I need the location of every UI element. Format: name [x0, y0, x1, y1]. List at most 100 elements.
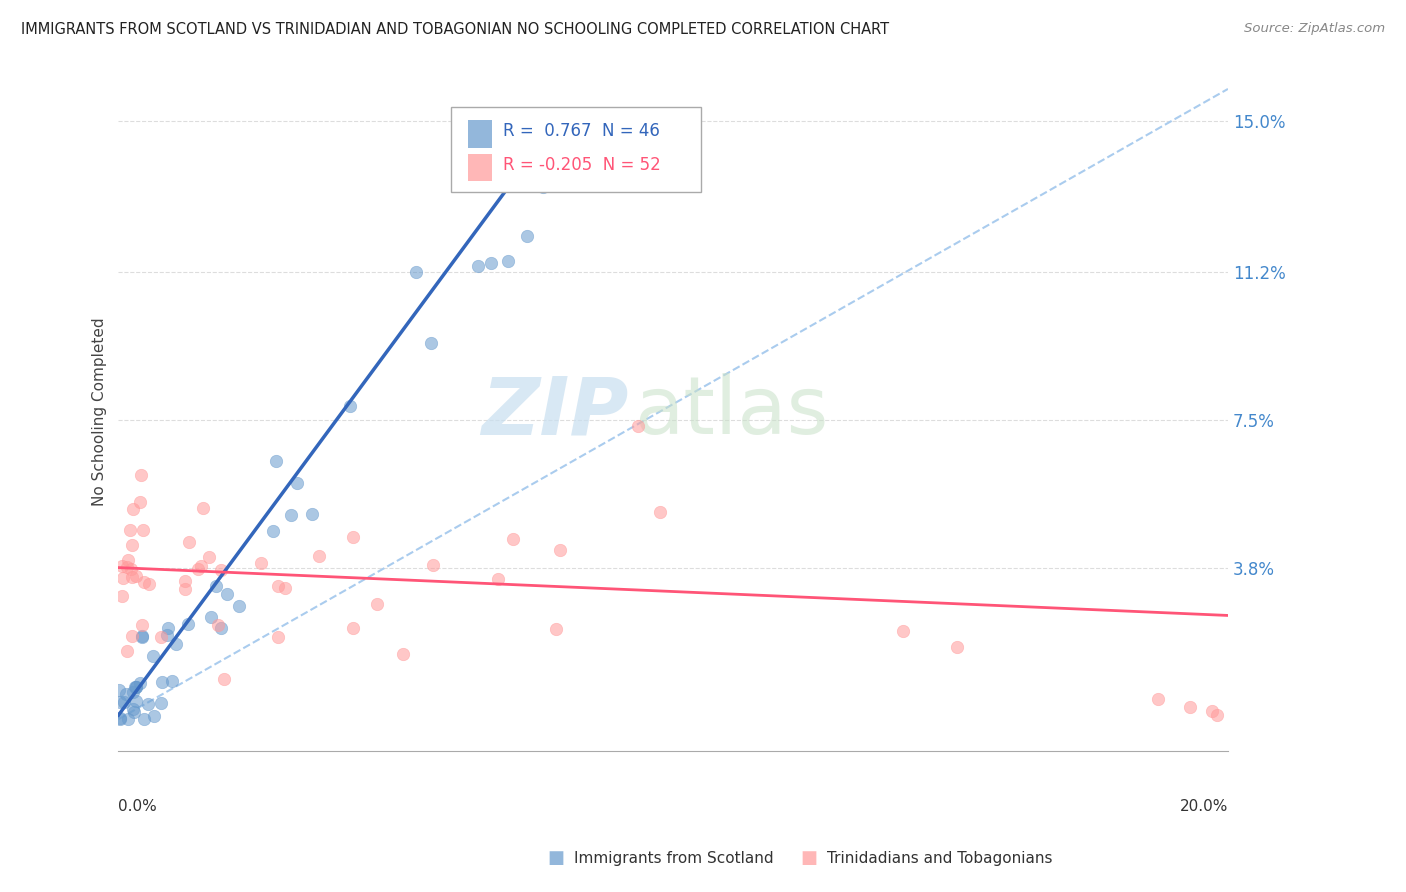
Point: [516, 229, 538, 244]
Point: [1201, 704, 1223, 718]
Point: [339, 399, 361, 413]
Point: [125, 694, 148, 708]
Point: [342, 621, 364, 635]
Point: [496, 253, 519, 268]
Text: Immigrants from Scotland: Immigrants from Scotland: [574, 851, 773, 865]
Point: [648, 505, 671, 519]
Point: [262, 524, 284, 538]
Point: [131, 630, 153, 644]
Text: ZIP: ZIP: [481, 373, 628, 451]
Point: [207, 618, 229, 632]
Text: 20.0%: 20.0%: [1180, 799, 1227, 814]
Point: [891, 624, 914, 639]
Point: [502, 533, 524, 547]
Point: [118, 524, 141, 538]
Point: [157, 621, 180, 635]
Point: [187, 562, 209, 576]
Point: [200, 609, 222, 624]
Point: [173, 582, 195, 596]
Point: [422, 558, 444, 572]
Point: [131, 618, 153, 632]
Point: [308, 549, 330, 564]
Point: [174, 574, 197, 588]
Point: [198, 549, 221, 564]
Text: IMMIGRANTS FROM SCOTLAND VS TRINIDADIAN AND TOBAGONIAN NO SCHOOLING COMPLETED CO: IMMIGRANTS FROM SCOTLAND VS TRINIDADIAN …: [21, 22, 889, 37]
Point: [120, 562, 142, 576]
Text: ■: ■: [547, 849, 564, 867]
Point: [108, 711, 131, 725]
Point: [112, 695, 135, 709]
Text: R =  0.767  N = 46: R = 0.767 N = 46: [503, 121, 661, 140]
Point: [193, 501, 215, 516]
Point: [301, 507, 323, 521]
Point: [405, 265, 427, 279]
Point: [156, 628, 179, 642]
Point: [1146, 692, 1168, 706]
Point: [125, 680, 148, 694]
Point: [249, 556, 271, 570]
Point: [122, 705, 145, 719]
Point: [149, 630, 172, 644]
Point: [138, 576, 160, 591]
Point: [131, 629, 153, 643]
Point: [366, 597, 388, 611]
Point: [132, 574, 155, 589]
Text: 0.0%: 0.0%: [118, 799, 157, 814]
Point: [1178, 700, 1201, 714]
Point: [266, 630, 288, 644]
Point: [125, 681, 148, 695]
Point: [544, 622, 567, 636]
Text: atlas: atlas: [634, 373, 828, 451]
Point: [138, 697, 160, 711]
Point: [108, 695, 131, 709]
Point: [228, 599, 250, 614]
Point: [209, 621, 232, 635]
Point: [121, 501, 143, 516]
Text: R = -0.205  N = 52: R = -0.205 N = 52: [503, 155, 661, 174]
Bar: [468, 120, 492, 147]
Point: [110, 712, 132, 726]
Point: [486, 573, 509, 587]
Point: [131, 467, 153, 482]
Point: [132, 712, 155, 726]
Point: [132, 523, 155, 537]
Point: [165, 637, 187, 651]
Point: [117, 712, 139, 726]
Point: [121, 538, 143, 552]
Point: [115, 560, 138, 574]
Point: [392, 647, 415, 661]
Point: [204, 579, 226, 593]
Point: [121, 570, 143, 584]
Point: [266, 454, 288, 468]
Point: [142, 649, 165, 664]
Point: [342, 530, 364, 544]
Point: [150, 675, 173, 690]
Point: [190, 558, 212, 573]
Point: [1206, 708, 1229, 723]
Point: [177, 616, 200, 631]
Point: [420, 335, 443, 350]
Bar: [468, 154, 492, 181]
Y-axis label: No Schooling Completed: No Schooling Completed: [93, 318, 107, 507]
Point: [111, 590, 134, 604]
Point: [946, 640, 969, 655]
Point: [212, 672, 235, 686]
Point: [121, 629, 143, 643]
Point: [124, 680, 146, 694]
Point: [215, 587, 238, 601]
Point: [115, 644, 138, 658]
Point: [280, 508, 302, 522]
Point: [627, 419, 650, 434]
Point: [209, 563, 232, 577]
Point: [179, 534, 201, 549]
Point: [121, 685, 143, 699]
Point: [467, 260, 489, 274]
Point: [531, 179, 554, 194]
Point: [274, 581, 297, 595]
Text: Trinidadians and Tobagonians: Trinidadians and Tobagonians: [827, 851, 1052, 865]
FancyBboxPatch shape: [451, 107, 702, 192]
Text: ■: ■: [800, 849, 817, 867]
Point: [548, 543, 571, 558]
Point: [125, 569, 148, 583]
Point: [111, 571, 134, 585]
